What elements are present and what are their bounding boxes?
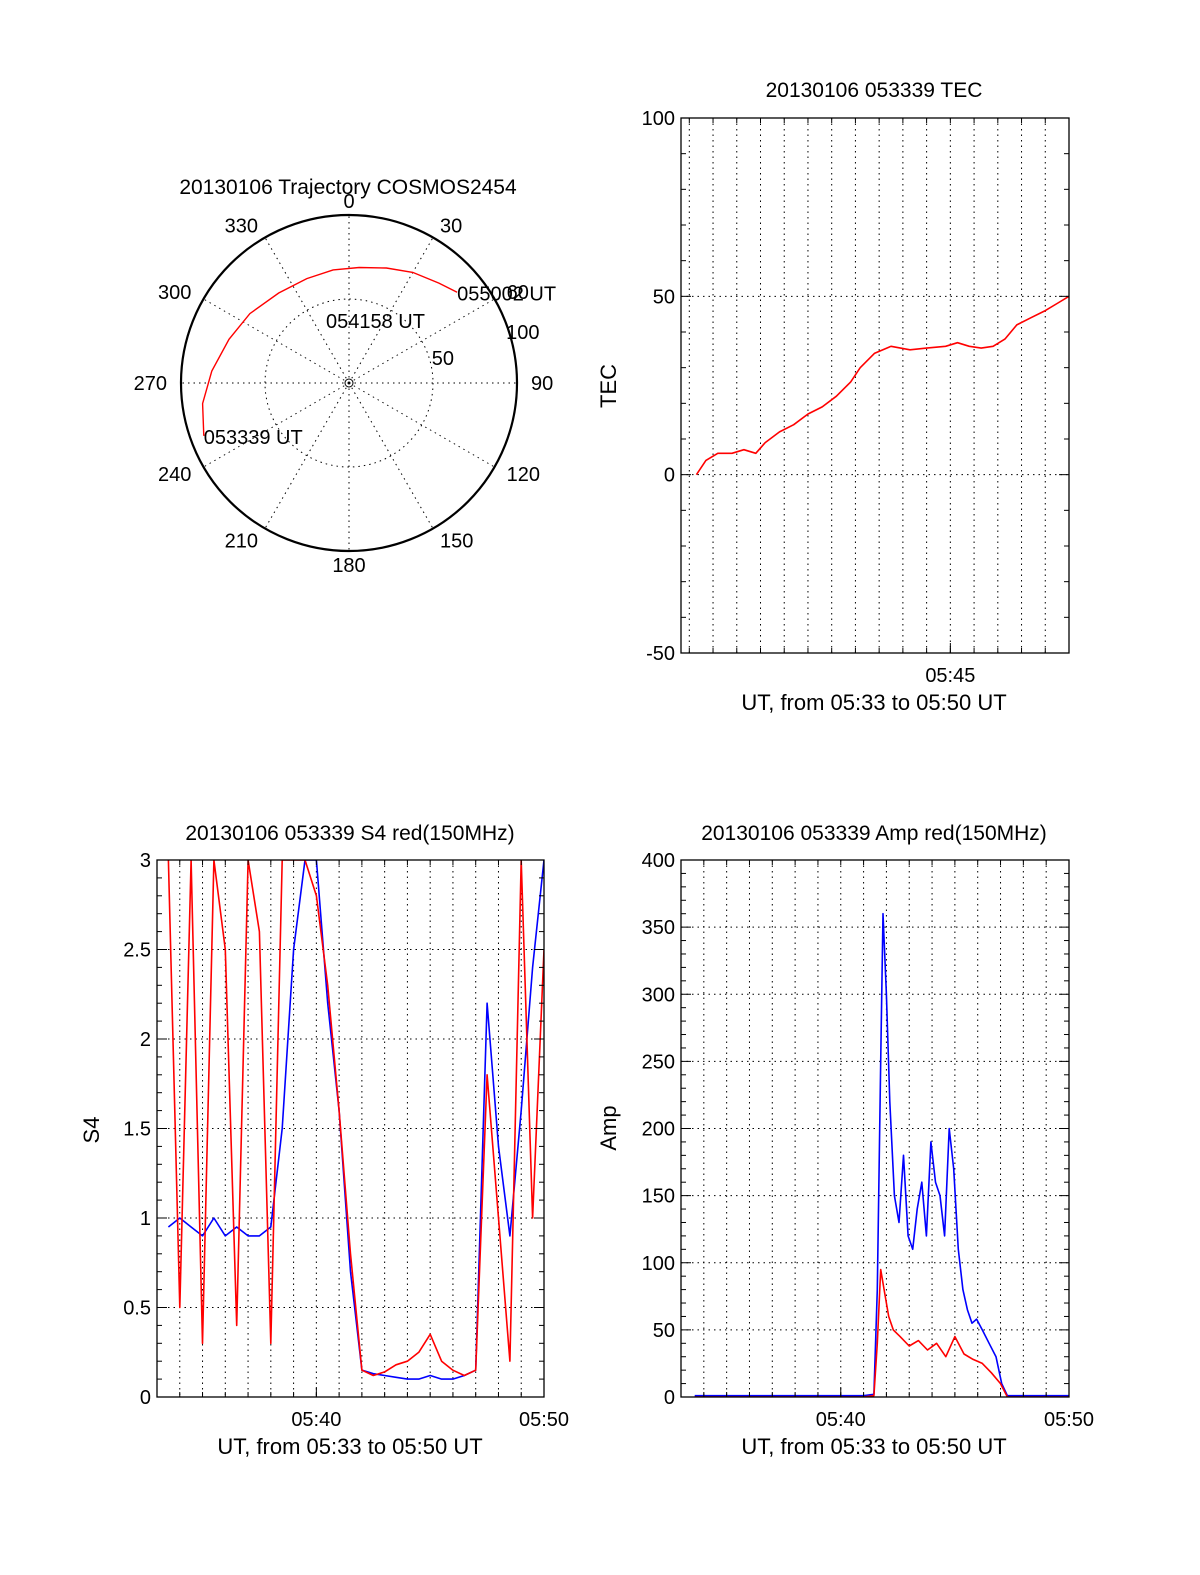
amp-xlabel: UT, from 05:33 to 05:50 UT <box>741 1434 1006 1459</box>
s4-ytick-label: 0 <box>140 1387 151 1409</box>
amp-ylabel: Amp <box>596 1105 621 1150</box>
amp-xtick-label: 05:50 <box>1044 1409 1094 1431</box>
polar-angle-label: 330 <box>225 215 258 237</box>
s4-xtick-label: 05:40 <box>291 1409 341 1431</box>
polar-spoke <box>348 382 495 468</box>
s4-ytick-label: 1 <box>140 1208 151 1230</box>
polar-annotation: 053339 UT <box>204 427 303 449</box>
s4-ylabel: S4 <box>79 1117 104 1144</box>
polar-spoke <box>203 298 350 384</box>
amp-title: 20130106 053339 Amp red(150MHz) <box>701 822 1047 845</box>
s4-panel: 20130106 053339 S4 red(150MHz) 0 0.5 1 1.5 2… <box>79 822 569 1459</box>
s4-series-line-1 <box>167 860 544 1377</box>
amp-ytick-label: 200 <box>642 1119 675 1141</box>
polar-spoke <box>348 298 495 384</box>
tec-plot-frame <box>680 117 1070 654</box>
s4-series-line-0 <box>167 860 544 1380</box>
s4-title: 20130106 053339 S4 red(150MHz) <box>185 822 514 845</box>
tec-panel: 20130106 053339 TEC -50 0 50 100 05:45 UT, f… <box>596 79 1070 715</box>
polar-angle-label: 120 <box>507 464 540 486</box>
s4-ytick-label: 0.5 <box>123 1298 151 1320</box>
polar-angle-labels: 0 30 60 90 120 150 180 210 240 270 300 330 <box>134 191 554 577</box>
amp-ytick-label: 150 <box>642 1186 675 1208</box>
polar-annotation: 055002 UT <box>457 283 556 305</box>
s4-ytick-label: 2 <box>140 1029 151 1051</box>
amp-panel: 20130106 053339 Amp red(150MHz) 0 50 100 15… <box>596 822 1094 1459</box>
polar-angle-label: 60 <box>507 282 529 304</box>
s4-xtick-label: 05:50 <box>519 1409 569 1431</box>
tec-series <box>695 295 1069 476</box>
polar-radial-label: 100 <box>506 322 539 344</box>
polar-center <box>344 378 354 388</box>
polar-spoke <box>203 382 350 468</box>
tec-xtick-label: 05:45 <box>925 665 975 687</box>
amp-series-line-0 <box>694 912 1069 1397</box>
polar-trajectory-panel: 20130106 Trajectory COSMOS2454 0 30 60 90 12… <box>134 176 556 577</box>
s4-ticks: 0 0.5 1 1.5 2 2.5 3 05:40 05:50 <box>123 850 569 1431</box>
polar-angle-label: 150 <box>440 531 473 553</box>
amp-grid <box>681 860 1069 1397</box>
polar-annotations: 053339 UT 054158 UT 055002 UT <box>204 283 556 449</box>
s4-xlabel: UT, from 05:33 to 05:50 UT <box>217 1434 482 1459</box>
amp-xtick-label: 05:40 <box>816 1409 866 1431</box>
polar-spoke <box>264 382 350 529</box>
s4-ytick-label: 3 <box>140 850 151 872</box>
polar-grid <box>179 213 519 553</box>
tec-title: 20130106 053339 TEC <box>766 79 983 102</box>
tec-ytick-label: 0 <box>664 465 675 487</box>
tec-ytick-label: 100 <box>642 108 675 130</box>
polar-angle-label: 300 <box>158 282 191 304</box>
polar-spoke <box>264 237 350 384</box>
tec-xlabel: UT, from 05:33 to 05:50 UT <box>741 690 1006 715</box>
polar-spoke <box>348 382 434 529</box>
tec-ylabel: TEC <box>596 364 621 408</box>
tec-ytick-label: -50 <box>646 643 675 665</box>
polar-angle-label: 270 <box>134 373 167 395</box>
polar-angle-label: 180 <box>332 555 365 577</box>
polar-radial-labels: 50 100 <box>432 322 540 370</box>
s4-ytick-label: 2.5 <box>123 940 151 962</box>
tec-series-line-0 <box>695 295 1069 476</box>
polar-outer-circle <box>179 213 519 553</box>
polar-radial-label: 50 <box>432 348 454 370</box>
amp-ytick-label: 50 <box>653 1320 675 1342</box>
amp-ticks: 0 50 100 150 200 250 300 350 400 05:40 05:50 <box>642 850 1094 1431</box>
polar-angle-label: 240 <box>158 464 191 486</box>
polar-title: 20130106 Trajectory COSMOS2454 <box>179 176 517 199</box>
tec-ticks: -50 0 50 100 05:45 <box>642 108 1069 687</box>
polar-trajectory-line <box>201 266 458 436</box>
amp-ytick-label: 250 <box>642 1051 675 1073</box>
polar-angle-label: 0 <box>343 191 354 213</box>
amp-ytick-label: 0 <box>664 1387 675 1409</box>
amp-ytick-label: 300 <box>642 984 675 1006</box>
tec-grid <box>681 118 1069 653</box>
s4-ytick-label: 1.5 <box>123 1119 151 1141</box>
polar-angle-label: 30 <box>440 215 462 237</box>
amp-ytick-label: 400 <box>642 850 675 872</box>
polar-trajectory <box>201 266 458 436</box>
polar-annotation: 054158 UT <box>326 311 425 333</box>
polar-spoke <box>348 237 434 384</box>
polar-angle-label: 90 <box>531 373 553 395</box>
s4-series <box>167 860 544 1380</box>
amp-ytick-label: 100 <box>642 1253 675 1275</box>
amp-ytick-label: 350 <box>642 917 675 939</box>
polar-angle-label: 210 <box>225 531 258 553</box>
tec-ytick-label: 50 <box>653 286 675 308</box>
